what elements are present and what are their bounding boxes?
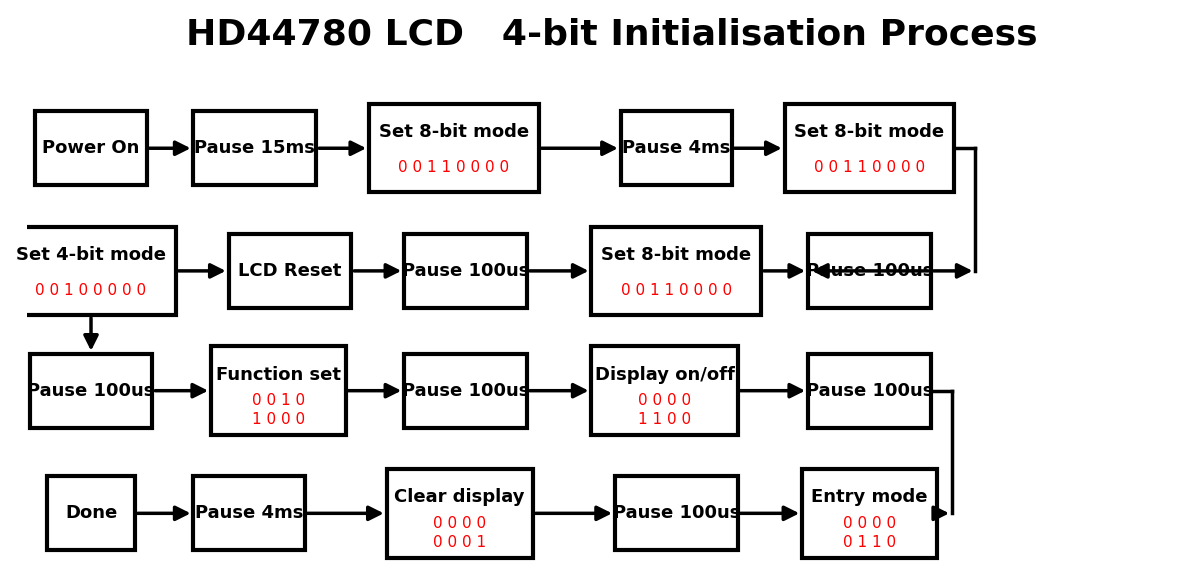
- Text: Set 8-bit mode: Set 8-bit mode: [379, 123, 529, 141]
- Text: Done: Done: [65, 505, 118, 522]
- Bar: [193, 111, 317, 185]
- Bar: [6, 227, 176, 315]
- Text: HD44780 LCD   4-bit Initialisation Process: HD44780 LCD 4-bit Initialisation Process: [186, 17, 1038, 51]
- Text: 0 0 0 0
0 1 1 0: 0 0 0 0 0 1 1 0: [842, 516, 896, 550]
- Bar: [47, 476, 134, 551]
- Text: Pause 100us: Pause 100us: [28, 382, 155, 400]
- Bar: [808, 234, 931, 308]
- Text: LCD Reset: LCD Reset: [239, 262, 342, 280]
- Text: Pause 4ms: Pause 4ms: [622, 139, 731, 157]
- Bar: [211, 347, 346, 435]
- Text: Set 8-bit mode: Set 8-bit mode: [601, 246, 751, 264]
- Text: 0 0 0 0
1 1 0 0: 0 0 0 0 1 1 0 0: [638, 393, 691, 427]
- Bar: [386, 469, 533, 558]
- Text: Display on/off: Display on/off: [595, 366, 734, 384]
- Text: 0 0 1 1 0 0 0 0: 0 0 1 1 0 0 0 0: [398, 160, 510, 175]
- Bar: [802, 469, 937, 558]
- Text: Entry mode: Entry mode: [811, 488, 928, 506]
- Text: Pause 100us: Pause 100us: [402, 262, 529, 280]
- Bar: [36, 111, 146, 185]
- Bar: [614, 476, 738, 551]
- Text: Pause 100us: Pause 100us: [402, 382, 529, 400]
- Bar: [193, 476, 305, 551]
- Bar: [228, 234, 352, 308]
- Bar: [785, 104, 954, 192]
- Text: 0 0 0 0
0 0 0 1: 0 0 0 0 0 0 0 1: [433, 516, 486, 550]
- Text: 0 0 1 1 0 0 0 0: 0 0 1 1 0 0 0 0: [814, 160, 925, 175]
- Bar: [370, 104, 539, 192]
- Text: Set 4-bit mode: Set 4-bit mode: [16, 246, 166, 264]
- Text: Pause 4ms: Pause 4ms: [194, 505, 304, 522]
- Text: Power On: Power On: [42, 139, 139, 157]
- Text: Set 8-bit mode: Set 8-bit mode: [794, 123, 944, 141]
- Bar: [404, 354, 527, 428]
- Text: Function set: Function set: [216, 366, 341, 384]
- Bar: [30, 354, 152, 428]
- Text: Clear display: Clear display: [395, 488, 524, 506]
- Text: Pause 100us: Pause 100us: [805, 382, 934, 400]
- Text: 0 0 1 0
1 0 0 0: 0 0 1 0 1 0 0 0: [252, 393, 305, 427]
- Text: 0 0 1 0 0 0 0 0: 0 0 1 0 0 0 0 0: [36, 283, 146, 298]
- Bar: [592, 347, 738, 435]
- Bar: [592, 227, 761, 315]
- Text: Pause 15ms: Pause 15ms: [194, 139, 316, 157]
- Text: Pause 100us: Pause 100us: [805, 262, 934, 280]
- Bar: [808, 354, 931, 428]
- Text: Pause 100us: Pause 100us: [613, 505, 740, 522]
- Bar: [404, 234, 527, 308]
- Text: 0 0 1 1 0 0 0 0: 0 0 1 1 0 0 0 0: [620, 283, 732, 298]
- Bar: [620, 111, 732, 185]
